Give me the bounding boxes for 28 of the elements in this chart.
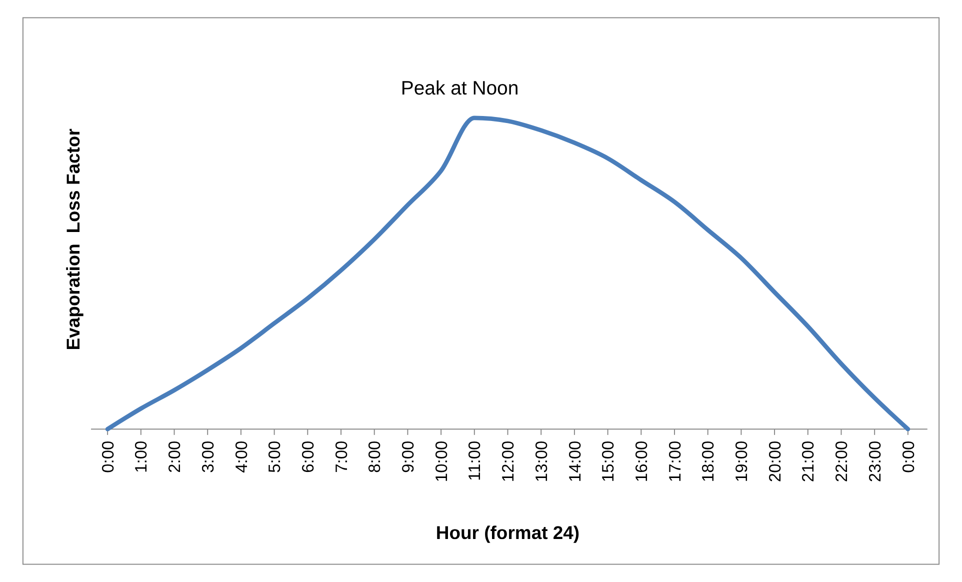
x-tick-label: 9:00: [398, 440, 418, 473]
y-axis-title: Evaporation Loss Factor: [62, 128, 84, 350]
x-tick-label: 0:00: [98, 440, 118, 473]
x-tick-label: 23:00: [865, 440, 884, 482]
x-tick-label: 21:00: [798, 440, 818, 482]
x-tick-label: 15:00: [598, 440, 618, 482]
x-tick-label: 2:00: [165, 440, 184, 473]
x-tick-label: 22:00: [832, 440, 852, 482]
x-tick-label: 18:00: [698, 440, 718, 482]
x-tick-label: 11:00: [465, 440, 484, 481]
x-axis-title: Hour (format 24): [436, 522, 580, 543]
x-tick-label: 1:00: [132, 440, 151, 473]
x-tick-label: 16:00: [632, 440, 651, 482]
x-tick-label: 10:00: [432, 440, 451, 482]
x-tick-label: 3:00: [198, 440, 218, 473]
x-tick-label: 12:00: [498, 440, 518, 482]
x-tick-label: 5:00: [265, 440, 284, 473]
x-tick-label: 0:00: [898, 440, 918, 473]
x-tick-label: 13:00: [532, 440, 551, 482]
x-tick-label: 14:00: [565, 440, 584, 482]
x-tick-label: 19:00: [732, 440, 752, 482]
text: Peak at Noon: [400, 78, 519, 100]
x-tick-label: 20:00: [765, 440, 784, 482]
x-tick-label: 4:00: [232, 440, 251, 473]
x-tick-label: 6:00: [298, 440, 318, 473]
x-tick-label: 17:00: [665, 440, 684, 482]
x-tick-label: 8:00: [365, 440, 384, 473]
x-tick-label: 7:00: [332, 440, 351, 473]
